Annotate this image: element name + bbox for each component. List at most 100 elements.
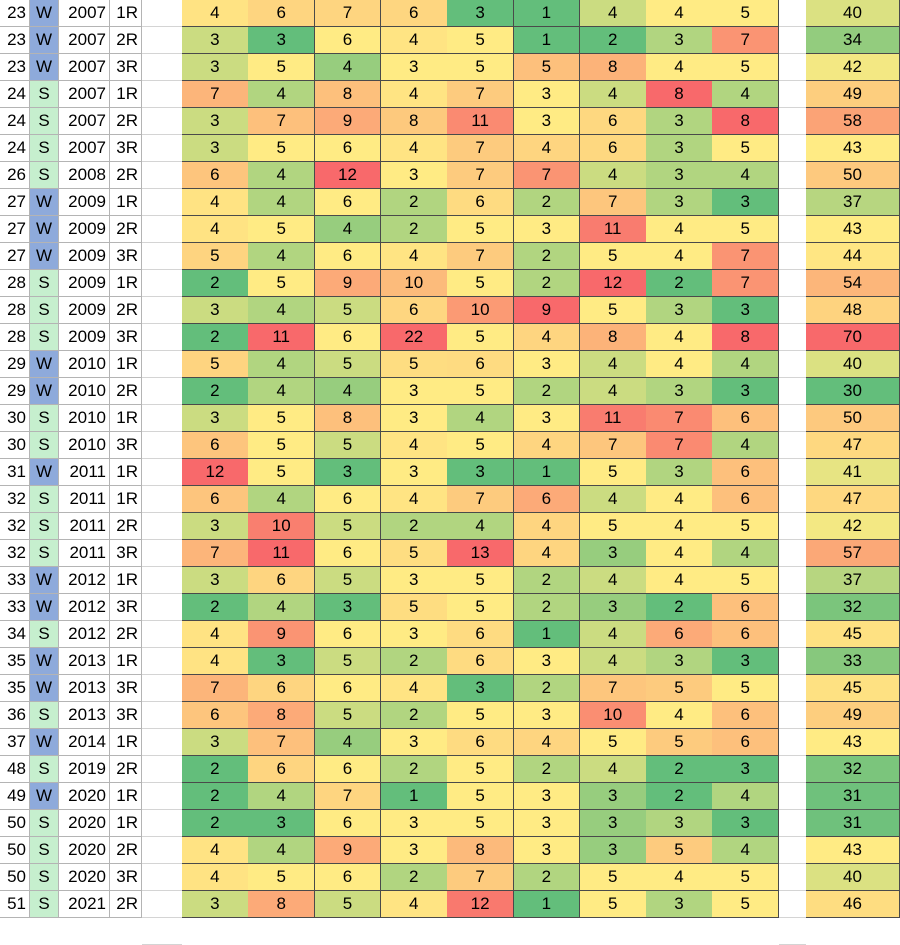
heatmap-cell[interactable]: 4 bbox=[248, 297, 316, 324]
row-id-cell[interactable]: 24 bbox=[0, 81, 30, 108]
heatmap-cell[interactable]: 3 bbox=[712, 756, 780, 783]
row-year-cell[interactable]: 2013 bbox=[59, 702, 110, 729]
heatmap-cell[interactable]: 5 bbox=[447, 783, 514, 810]
total-cell[interactable]: 34 bbox=[806, 27, 900, 54]
row-season-cell[interactable]: S bbox=[30, 540, 59, 567]
heatmap-cell[interactable]: 4 bbox=[513, 513, 581, 540]
heatmap-cell[interactable]: 1 bbox=[513, 0, 581, 27]
row-round-cell[interactable]: 2R bbox=[110, 216, 142, 243]
heatmap-cell[interactable]: 5 bbox=[579, 297, 647, 324]
heatmap-cell[interactable]: 8 bbox=[712, 108, 780, 135]
heatmap-cell[interactable]: 8 bbox=[712, 324, 780, 351]
heatmap-cell[interactable]: 5 bbox=[314, 351, 382, 378]
heatmap-cell[interactable]: 5 bbox=[712, 0, 780, 27]
heatmap-cell[interactable]: 3 bbox=[513, 810, 581, 837]
row-round-cell[interactable]: 1R bbox=[110, 405, 142, 432]
row-round-cell[interactable]: 2R bbox=[110, 108, 142, 135]
heatmap-cell[interactable]: 3 bbox=[447, 0, 514, 27]
row-round-cell[interactable]: 3R bbox=[110, 243, 142, 270]
row-round-cell[interactable]: 1R bbox=[110, 783, 142, 810]
row-season-cell[interactable]: W bbox=[30, 216, 59, 243]
heatmap-cell[interactable]: 2 bbox=[380, 189, 448, 216]
row-year-cell[interactable]: 2010 bbox=[59, 432, 110, 459]
row-year-cell[interactable]: 2008 bbox=[59, 162, 110, 189]
heatmap-cell[interactable]: 5 bbox=[447, 810, 514, 837]
row-season-cell[interactable]: W bbox=[30, 567, 59, 594]
heatmap-cell[interactable]: 3 bbox=[646, 378, 713, 405]
heatmap-cell[interactable]: 4 bbox=[712, 540, 780, 567]
row-id-cell[interactable]: 29 bbox=[0, 351, 30, 378]
row-season-cell[interactable]: S bbox=[30, 513, 59, 540]
heatmap-cell[interactable]: 4 bbox=[712, 81, 780, 108]
heatmap-cell[interactable]: 6 bbox=[248, 675, 316, 702]
heatmap-cell[interactable]: 3 bbox=[380, 459, 448, 486]
total-cell[interactable]: 41 bbox=[806, 459, 900, 486]
heatmap-cell[interactable]: 4 bbox=[646, 0, 713, 27]
heatmap-cell[interactable]: 6 bbox=[380, 0, 448, 27]
heatmap-cell[interactable]: 4 bbox=[182, 837, 249, 864]
heatmap-cell[interactable]: 22 bbox=[380, 324, 448, 351]
heatmap-cell[interactable]: 4 bbox=[447, 405, 514, 432]
heatmap-cell[interactable]: 4 bbox=[182, 864, 249, 891]
heatmap-cell[interactable]: 5 bbox=[646, 837, 713, 864]
heatmap-cell[interactable]: 5 bbox=[314, 648, 382, 675]
heatmap-cell[interactable]: 7 bbox=[579, 189, 647, 216]
row-id-cell[interactable]: 32 bbox=[0, 486, 30, 513]
heatmap-cell[interactable]: 2 bbox=[380, 864, 448, 891]
heatmap-cell[interactable]: 2 bbox=[380, 702, 448, 729]
row-year-cell[interactable]: 2010 bbox=[59, 378, 110, 405]
row-id-cell[interactable]: 48 bbox=[0, 756, 30, 783]
heatmap-cell[interactable]: 6 bbox=[380, 297, 448, 324]
row-season-cell[interactable]: S bbox=[30, 486, 59, 513]
heatmap-cell[interactable]: 6 bbox=[314, 189, 382, 216]
heatmap-cell[interactable]: 1 bbox=[513, 27, 581, 54]
heatmap-cell[interactable]: 6 bbox=[579, 108, 647, 135]
row-id-cell[interactable]: 30 bbox=[0, 432, 30, 459]
total-cell[interactable]: 57 bbox=[806, 540, 900, 567]
row-year-cell[interactable]: 2012 bbox=[59, 594, 110, 621]
heatmap-cell[interactable]: 3 bbox=[380, 837, 448, 864]
row-season-cell[interactable]: W bbox=[30, 594, 59, 621]
heatmap-cell[interactable]: 3 bbox=[380, 810, 448, 837]
row-id-cell[interactable]: 36 bbox=[0, 702, 30, 729]
heatmap-cell[interactable]: 6 bbox=[182, 486, 249, 513]
total-cell[interactable]: 48 bbox=[806, 297, 900, 324]
heatmap-cell[interactable]: 3 bbox=[182, 405, 249, 432]
total-cell[interactable]: 45 bbox=[806, 621, 900, 648]
heatmap-cell[interactable]: 6 bbox=[248, 567, 316, 594]
heatmap-cell[interactable]: 4 bbox=[712, 837, 780, 864]
total-cell[interactable]: 40 bbox=[806, 0, 900, 27]
heatmap-cell[interactable]: 4 bbox=[646, 351, 713, 378]
row-season-cell[interactable]: S bbox=[30, 621, 59, 648]
heatmap-cell[interactable]: 2 bbox=[646, 756, 713, 783]
heatmap-cell[interactable]: 11 bbox=[579, 216, 647, 243]
heatmap-cell[interactable]: 7 bbox=[579, 432, 647, 459]
row-round-cell[interactable]: 1R bbox=[110, 486, 142, 513]
heatmap-cell[interactable]: 4 bbox=[513, 324, 581, 351]
heatmap-cell[interactable]: 5 bbox=[447, 378, 514, 405]
row-season-cell[interactable]: S bbox=[30, 837, 59, 864]
heatmap-cell[interactable]: 8 bbox=[248, 891, 316, 918]
total-cell[interactable]: 42 bbox=[806, 54, 900, 81]
heatmap-cell[interactable]: 2 bbox=[182, 594, 249, 621]
row-id-cell[interactable]: 23 bbox=[0, 27, 30, 54]
heatmap-cell[interactable]: 3 bbox=[182, 108, 249, 135]
row-year-cell[interactable]: 2011 bbox=[59, 513, 110, 540]
heatmap-cell[interactable]: 12 bbox=[314, 162, 382, 189]
heatmap-cell[interactable]: 3 bbox=[380, 162, 448, 189]
row-season-cell[interactable]: S bbox=[30, 432, 59, 459]
heatmap-cell[interactable]: 5 bbox=[712, 54, 780, 81]
heatmap-cell[interactable]: 4 bbox=[579, 486, 647, 513]
total-cell[interactable]: 47 bbox=[806, 432, 900, 459]
row-season-cell[interactable]: W bbox=[30, 783, 59, 810]
heatmap-cell[interactable]: 7 bbox=[248, 729, 316, 756]
row-round-cell[interactable]: 1R bbox=[110, 729, 142, 756]
heatmap-cell[interactable]: 4 bbox=[579, 756, 647, 783]
heatmap-cell[interactable]: 8 bbox=[314, 405, 382, 432]
heatmap-cell[interactable]: 3 bbox=[314, 459, 382, 486]
heatmap-cell[interactable]: 7 bbox=[314, 783, 382, 810]
heatmap-cell[interactable]: 4 bbox=[248, 243, 316, 270]
heatmap-cell[interactable]: 2 bbox=[380, 513, 448, 540]
row-round-cell[interactable]: 1R bbox=[110, 189, 142, 216]
heatmap-cell[interactable]: 9 bbox=[314, 270, 382, 297]
